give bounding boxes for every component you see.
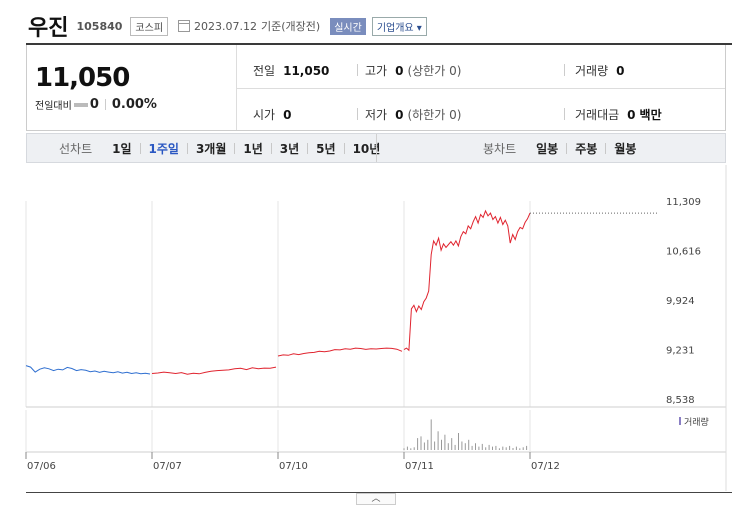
low-value: 0	[395, 108, 404, 122]
tab-5y[interactable]: 5년	[316, 141, 336, 156]
cell-separator	[357, 64, 358, 76]
volume-legend-label: 거래량	[684, 416, 709, 428]
tab-separator	[605, 142, 607, 154]
open-cell: 시가 0	[253, 106, 291, 123]
cell-separator	[357, 108, 358, 120]
y-tick-label: 9,231	[666, 346, 695, 357]
x-tick-label: 07/12	[531, 461, 560, 472]
tab-1w[interactable]: 1주일	[148, 141, 179, 156]
tab-separator	[186, 142, 188, 154]
summary-vertical-divider	[236, 45, 237, 130]
tabbar-divider	[376, 134, 377, 162]
stock-name: 우진	[28, 16, 69, 41]
price-line-07-11	[403, 209, 531, 352]
trade-amount-value: 0	[627, 108, 636, 122]
price-line-07-07	[151, 366, 277, 375]
price-line-07-10	[277, 347, 403, 357]
summary-horizontal-divider	[236, 88, 725, 89]
upper-limit: (상한가 0)	[407, 64, 462, 78]
x-tick-label: 07/07	[153, 461, 182, 472]
tab-separator	[234, 142, 236, 154]
price-summary: 11,050 전일대비 0 0.00% 전일 11,050 고가 0 (상한가 0) …	[26, 45, 726, 131]
change-value: 0	[89, 97, 99, 112]
quote-date: 2023.07.12	[194, 19, 258, 33]
volume-value: 0	[616, 64, 625, 78]
chart-period-tabs: 선차트 1일 1주일 3개월 1년 3년 5년 10년 봉차트 일봉 주봉 월봉	[26, 133, 726, 163]
volume-cell: 거래량 0	[575, 62, 624, 79]
low-cell: 저가 0 (하한가 0)	[365, 106, 461, 123]
low-label: 저가	[365, 108, 388, 122]
prev-close-cell: 전일 11,050	[253, 62, 329, 79]
tab-separator	[139, 142, 141, 154]
current-price: 11,050	[35, 63, 130, 93]
cell-separator	[564, 64, 565, 76]
change-separator	[104, 99, 106, 110]
company-overview-button[interactable]: 기업개요 ▾	[371, 16, 427, 36]
prev-close-value: 11,050	[283, 64, 330, 78]
change-label: 전일대비	[35, 101, 72, 112]
stock-code: 105840	[76, 19, 123, 33]
tab-separator	[270, 142, 272, 154]
collapse-chart-button[interactable]: ︿	[356, 493, 396, 505]
x-tick-label: 07/11	[405, 461, 434, 472]
tab-separator	[307, 142, 309, 154]
volume-label: 거래량	[575, 64, 609, 78]
prev-close-label: 전일	[253, 64, 276, 78]
candle-chart-label: 봉차트	[483, 141, 517, 156]
quote-basis: 기준(개장전)	[261, 20, 321, 33]
tab-1y[interactable]: 1년	[243, 141, 263, 156]
price-chart[interactable]: 11,309 10,616 9,924 9,231 8,538 거래량 07/06 07/07…	[0, 165, 732, 491]
y-tick-label: 8,538	[666, 395, 695, 406]
high-cell: 고가 0 (상한가 0)	[365, 62, 461, 79]
tab-10y[interactable]: 10년	[352, 141, 381, 156]
tab-3m[interactable]: 3개월	[195, 141, 227, 156]
tab-3y[interactable]: 3년	[279, 141, 300, 156]
tab-weekly-candle[interactable]: 주봉	[575, 141, 598, 156]
market-badge: 코스피	[130, 16, 169, 36]
line-chart-label: 선차트	[59, 141, 93, 156]
y-tick-label: 9,924	[666, 296, 695, 307]
high-label: 고가	[365, 64, 388, 78]
x-tick-label: 07/06	[27, 461, 56, 472]
open-label: 시가	[253, 108, 276, 122]
x-tick-label: 07/10	[279, 461, 308, 472]
trade-amount-label: 거래대금	[575, 108, 620, 122]
tab-1d[interactable]: 1일	[112, 141, 132, 156]
lower-limit: (하한가 0)	[407, 108, 462, 122]
flat-change-icon	[73, 102, 88, 107]
tab-daily-candle[interactable]: 일봉	[536, 141, 559, 156]
trade-amount-unit: 백만	[639, 108, 662, 122]
candle-chart-tab-group: 봉차트 일봉 주봉 월봉	[483, 134, 644, 162]
chart-bottom-border	[26, 492, 732, 493]
cell-separator	[564, 108, 565, 120]
chevron-up-icon: ︿	[371, 494, 381, 504]
header-divider	[26, 43, 732, 45]
open-value: 0	[283, 108, 292, 122]
realtime-badge[interactable]: 실시간	[330, 17, 366, 35]
tab-separator	[566, 142, 568, 154]
line-chart-tab-group: 선차트 1일 1주일 3개월 1년 3년 5년 10년	[59, 134, 388, 162]
stock-header: 우진 105840 코스피 2023.07.12 기준(개장전) 실시간 기업개…	[28, 10, 427, 42]
change-percent: 0.00%	[111, 97, 157, 112]
trade-amount-cell: 거래대금 0 백만	[575, 106, 662, 123]
high-value: 0	[395, 64, 404, 78]
change-row: 전일대비 0 0.00%	[35, 97, 157, 112]
volume-legend-swatch	[679, 417, 681, 425]
calendar-icon	[178, 20, 191, 32]
y-tick-label: 10,616	[666, 247, 701, 258]
tab-monthly-candle[interactable]: 월봉	[614, 141, 637, 156]
y-tick-label: 11,309	[666, 197, 701, 208]
tab-separator	[343, 142, 345, 154]
price-line-07-06	[25, 365, 151, 375]
